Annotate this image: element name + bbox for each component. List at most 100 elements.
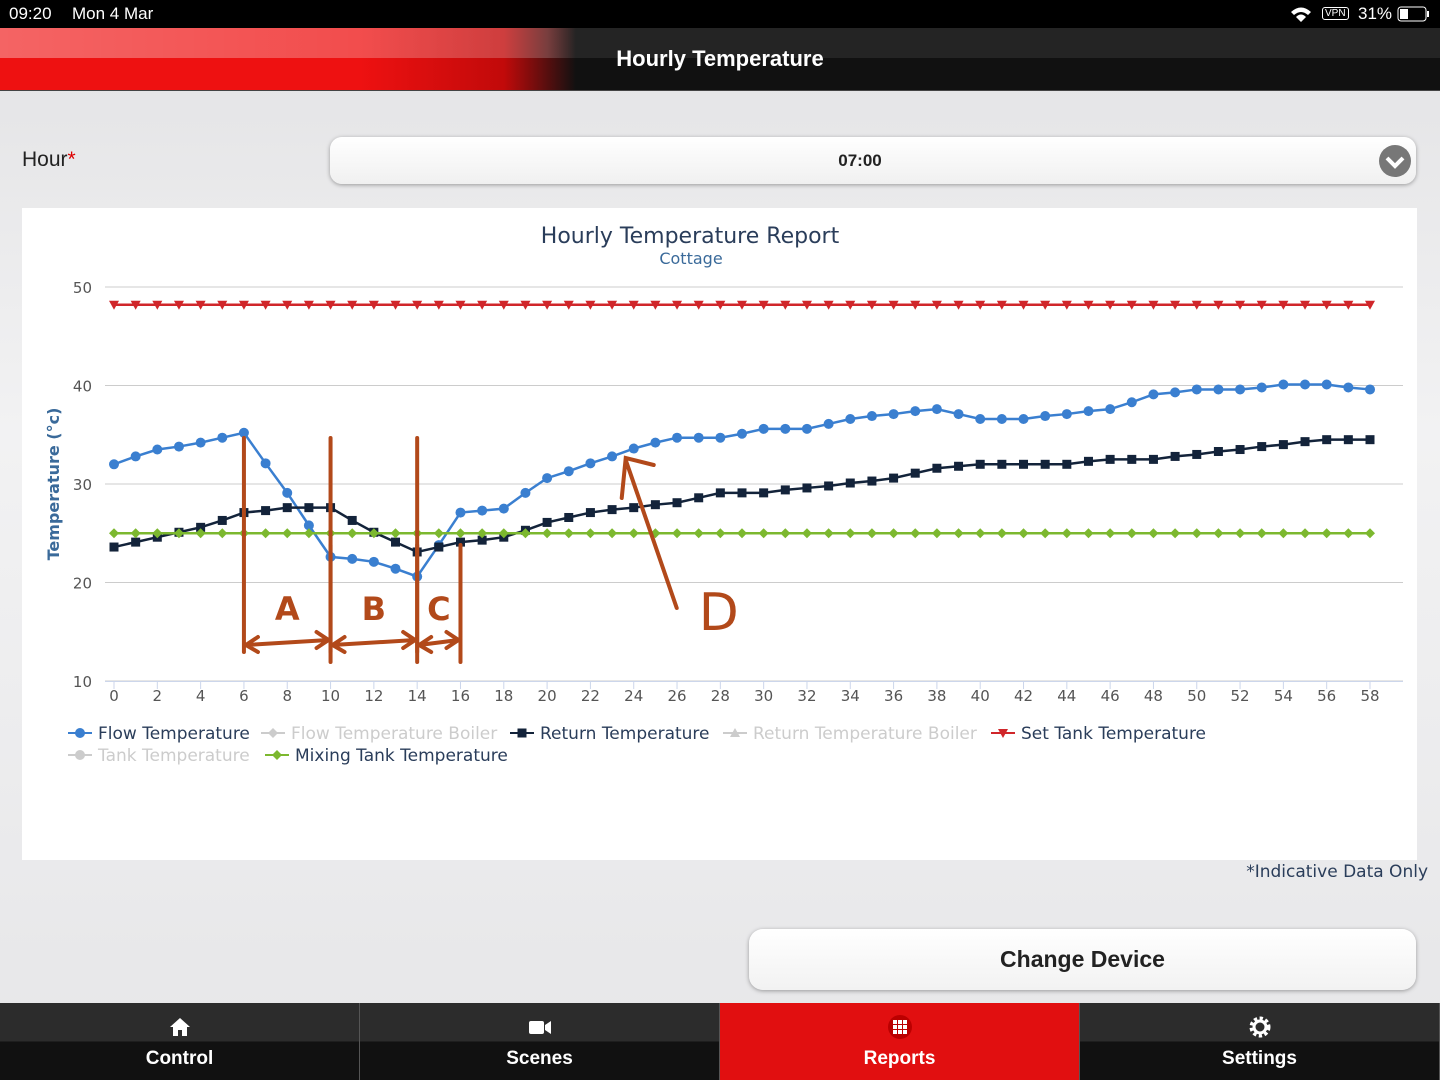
- point: [1170, 387, 1181, 398]
- x-tick-label: 12: [364, 687, 383, 705]
- legend-marker: [998, 729, 1008, 738]
- point: [1321, 528, 1332, 539]
- x-tick-label: 28: [711, 687, 730, 705]
- point: [1365, 528, 1375, 539]
- point: [498, 300, 509, 310]
- point: [109, 528, 119, 539]
- point: [564, 512, 574, 522]
- x-tick-label: 46: [1101, 687, 1120, 705]
- point: [390, 528, 401, 539]
- point: [131, 537, 141, 547]
- point: [1213, 446, 1223, 456]
- tab-settings[interactable]: Settings: [1080, 1003, 1440, 1080]
- point: [1018, 528, 1029, 539]
- point: [672, 300, 683, 310]
- tab-label: Control: [145, 1048, 214, 1069]
- point: [975, 528, 986, 539]
- point: [1040, 411, 1051, 422]
- y-tick-label: 20: [73, 575, 92, 593]
- point: [1040, 528, 1051, 539]
- annotation-bracket: [415, 436, 463, 664]
- camera-icon: [528, 1021, 551, 1034]
- point: [152, 300, 163, 310]
- x-tick-label: 54: [1274, 687, 1293, 705]
- point: [845, 478, 855, 488]
- x-tick-label: 44: [1057, 687, 1076, 705]
- point: [1148, 300, 1159, 310]
- grid-icon: [887, 1015, 912, 1039]
- point: [520, 487, 531, 498]
- point: [1235, 384, 1246, 395]
- point: [520, 300, 531, 310]
- point: [607, 451, 618, 462]
- change-device-button[interactable]: Change Device: [749, 929, 1416, 990]
- point: [975, 413, 986, 424]
- point: [801, 300, 812, 310]
- point: [1235, 528, 1246, 539]
- point: [931, 300, 942, 310]
- point: [130, 528, 141, 539]
- point: [1083, 406, 1094, 417]
- point: [1191, 528, 1202, 539]
- point: [195, 300, 206, 310]
- x-tick-label: 18: [494, 687, 513, 705]
- x-tick-label: 56: [1317, 687, 1336, 705]
- point: [260, 458, 271, 469]
- point: [996, 300, 1007, 310]
- x-tick-label: 24: [624, 687, 643, 705]
- point: [325, 300, 336, 310]
- tab-reports[interactable]: Reports: [720, 1003, 1080, 1080]
- point: [867, 476, 877, 486]
- point: [173, 300, 184, 310]
- hour-select[interactable]: 07:00: [330, 137, 1416, 184]
- point: [196, 522, 206, 532]
- point: [997, 459, 1007, 469]
- legend-marker: [272, 750, 282, 760]
- legend-marker: [517, 728, 527, 738]
- note: *Indicative Data Only: [1246, 862, 1428, 882]
- tab-label: Reports: [863, 1048, 936, 1069]
- point: [932, 463, 942, 473]
- point: [693, 300, 704, 310]
- point: [1278, 440, 1288, 450]
- tab-control[interactable]: Control: [0, 1003, 360, 1080]
- point: [823, 528, 834, 539]
- point: [672, 432, 683, 443]
- point: [1191, 300, 1202, 310]
- x-tick-label: 50: [1187, 687, 1206, 705]
- point: [347, 300, 358, 310]
- point: [1019, 459, 1029, 469]
- point: [282, 487, 293, 498]
- chart: Hourly Temperature Report Cottage Temper…: [22, 208, 1417, 860]
- point: [173, 528, 184, 539]
- y-tick-label: 10: [73, 673, 92, 691]
- point: [520, 528, 531, 539]
- point: [1278, 379, 1289, 390]
- x-tick-label: 16: [451, 687, 470, 705]
- point: [693, 432, 704, 443]
- point: [888, 528, 899, 539]
- point: [1083, 528, 1094, 539]
- point: [1083, 456, 1093, 466]
- point: [1105, 404, 1116, 415]
- x-tick-label: 14: [408, 687, 427, 705]
- point: [1192, 449, 1202, 459]
- chart-subtitle: Cottage: [659, 249, 722, 268]
- point: [368, 528, 379, 539]
- point: [1300, 528, 1311, 539]
- legend-entry: Tank Temperature: [97, 746, 250, 766]
- point: [391, 537, 401, 547]
- point: [628, 300, 639, 310]
- gear-icon: [1249, 1016, 1270, 1038]
- point: [650, 500, 660, 510]
- annotation-label: B: [362, 590, 386, 628]
- point: [498, 503, 509, 514]
- legend-marker: [730, 728, 740, 737]
- x-tick-label: 42: [1014, 687, 1033, 705]
- point: [130, 451, 141, 462]
- point: [1256, 382, 1267, 393]
- point: [109, 542, 119, 552]
- point: [1126, 397, 1137, 408]
- tab-scenes[interactable]: Scenes: [360, 1003, 720, 1080]
- required-mark: *: [67, 148, 76, 171]
